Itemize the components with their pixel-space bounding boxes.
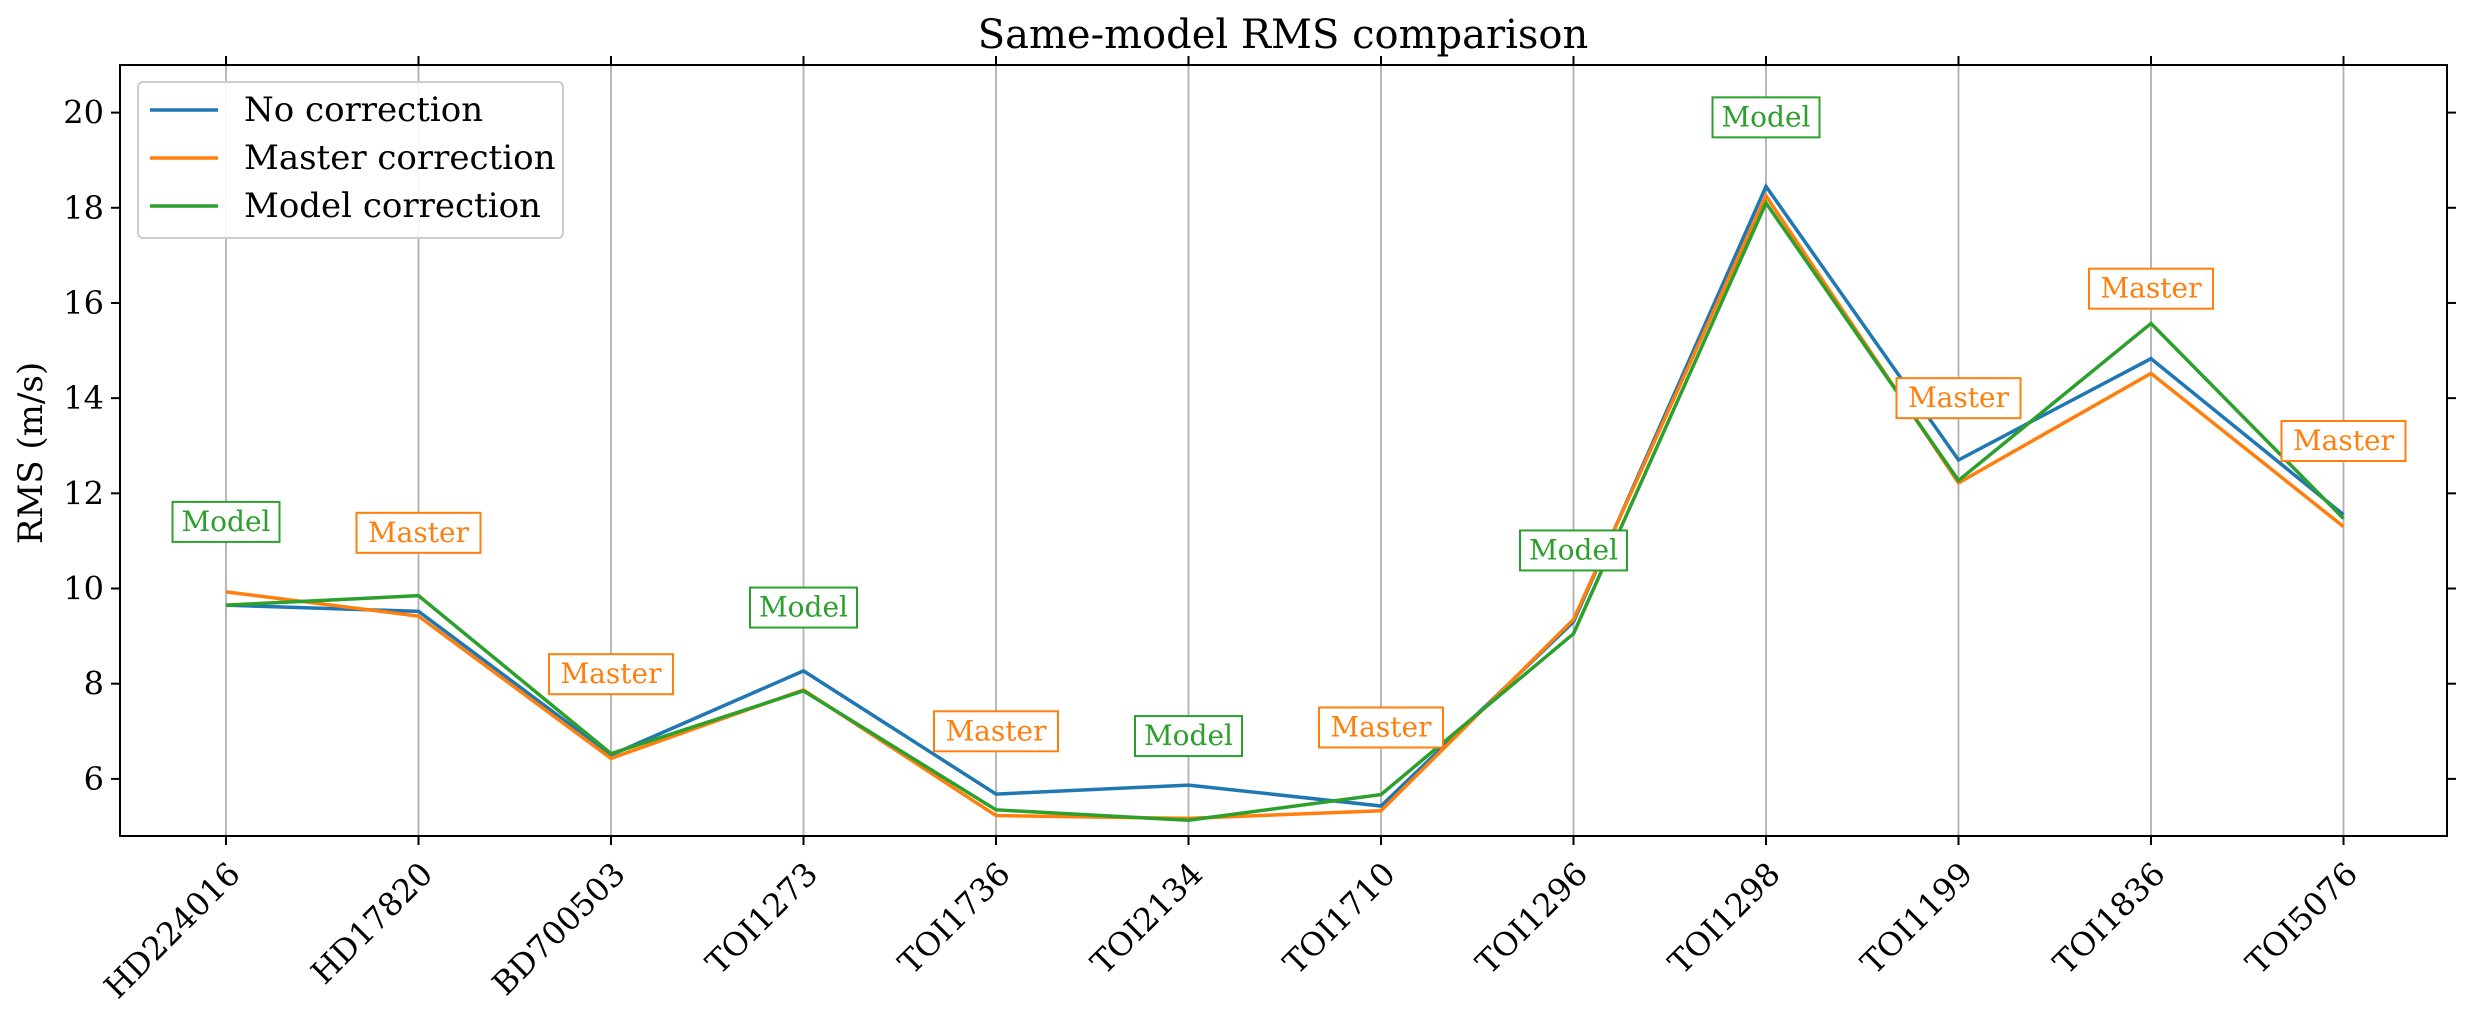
series-line-model-correction: [225, 199, 2345, 823]
series-layer: [225, 182, 2345, 823]
x-tick-label: BD700503: [485, 855, 633, 1003]
x-tick-label: TOI1199: [1853, 855, 1980, 982]
x-tick-label: TOI5076: [2238, 855, 2365, 982]
y-tick-label: 18: [63, 189, 104, 227]
annotation-label: Master: [561, 657, 663, 690]
annotation-box: [2280, 419, 2407, 462]
series-line-no-correction: [225, 182, 2345, 808]
y-tick-label: 16: [63, 284, 104, 322]
x-tick-label: TOI1298: [1661, 855, 1788, 982]
annotation-label: Master: [946, 714, 1048, 747]
legend-entry: Master correction: [244, 138, 555, 178]
annotation-box: [1134, 715, 1243, 758]
annotation-box: [1519, 529, 1628, 572]
y-tick-label: 8: [84, 665, 104, 703]
annotation-box: [355, 511, 482, 554]
x-tick-label: TOI1710: [1276, 855, 1403, 982]
annotation-box: [2088, 267, 2214, 310]
legend-box: [137, 81, 564, 239]
legend: No correction Master correction Model corr…: [137, 81, 564, 239]
annotation-box: [1711, 96, 1821, 139]
annotation-box: [933, 710, 1059, 753]
annotation-label: Model: [1722, 100, 1811, 133]
legend-entry: No correction: [244, 90, 483, 130]
legend-entry: Model correction: [244, 186, 541, 226]
annotation-label: Model: [1144, 719, 1233, 752]
annotation-box: [1895, 377, 2022, 420]
x-tick-label: TOI1296: [1468, 855, 1595, 982]
y-axis-title: RMS (m/s): [11, 362, 51, 544]
y-tick-label: 12: [63, 474, 104, 512]
y-tick-label: 20: [63, 94, 104, 132]
chart-title: Same-model RMS comparison: [978, 12, 1589, 58]
annotation-label: Model: [182, 505, 271, 538]
x-tick-label: TOI1836: [2046, 855, 2173, 982]
x-tick-label: TOI1736: [891, 855, 1018, 982]
x-tick-label: TOI1273: [698, 855, 825, 982]
annotation-box: [1318, 706, 1444, 749]
y-tick-label: 6: [84, 760, 104, 798]
x-tick-label: HD224016: [97, 855, 248, 1006]
annotation-box: [171, 500, 281, 543]
y-tick-label: 10: [63, 570, 104, 608]
series-line-master-correction: [225, 192, 2345, 821]
annotation-box: [749, 586, 858, 629]
annotation-label: Master: [2101, 272, 2203, 305]
plot-frame: [119, 64, 2448, 837]
annotation-label: Master: [1908, 381, 2010, 414]
x-tick-label: TOI2134: [1083, 855, 1210, 982]
annotation-label: Model: [759, 591, 848, 624]
y-tick-label: 14: [63, 379, 104, 417]
annotation-label: Model: [1529, 533, 1618, 566]
x-tick-label: HD17820: [303, 855, 440, 992]
annotation-box: [548, 653, 674, 696]
annotation-label: Master: [1331, 710, 1433, 743]
annotation-label: Master: [2293, 424, 2395, 457]
annotation-layer: Model Master Master Model Master Model Master M…: [171, 96, 2407, 758]
annotation-label: Master: [368, 516, 470, 549]
